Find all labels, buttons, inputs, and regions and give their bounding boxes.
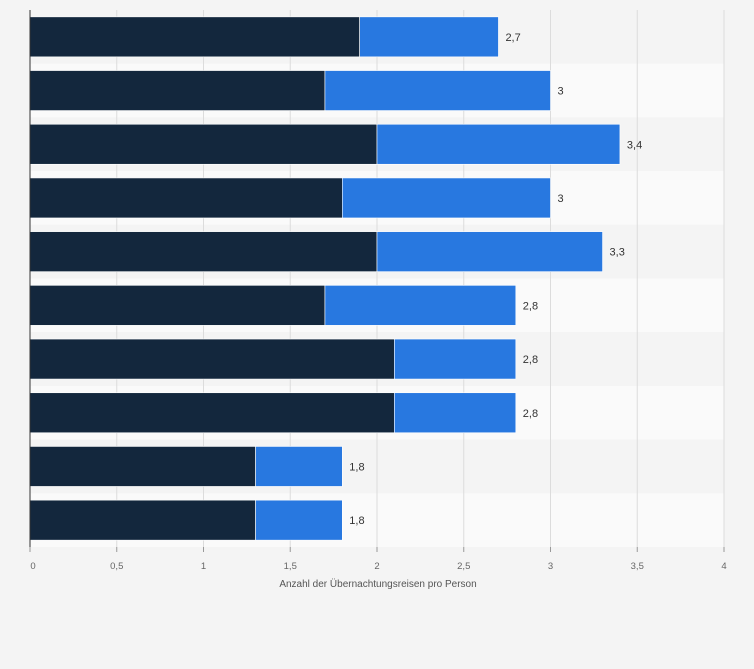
bar-total-label: 3,4 [627,139,642,151]
bar-segment-blue [376,123,621,165]
bar-segment-dark [29,285,326,326]
bar-segment-dark [29,123,378,165]
bar-segment-dark [29,499,256,541]
bar-segment-blue [324,285,517,326]
bar-total-labels: 2,7 3 3,4 3 3,3 2,8 2,8 2,8 1,8 1,8 [349,32,642,527]
x-tick-label: 1 [201,561,206,572]
bar-segment-blue [394,338,517,380]
bar-segment-dark [29,70,326,111]
x-tick-label: 2,5 [457,561,470,572]
bar-segment-dark [29,446,256,487]
bar-segment-dark [29,338,395,380]
bar-total-label: 2,8 [523,408,538,420]
bar-total-label: 2,8 [523,354,538,366]
bar-segment-dark [29,231,378,272]
bar-segment-blue [324,70,551,111]
x-tick-label: 2 [374,561,379,572]
bar-total-label: 2,8 [523,300,538,312]
bar-total-label: 3 [558,86,564,98]
bar-segment-dark [29,392,395,434]
bar-total-label: 1,8 [349,461,364,473]
x-tick-label: 3,5 [631,561,644,572]
x-tick-label: 4 [721,561,726,572]
x-tick-label: 1,5 [284,561,297,572]
bar-segment-blue [376,231,603,272]
bar-segment-blue [341,177,551,219]
bar-total-label: 3,3 [610,247,625,259]
bar-total-label: 1,8 [349,515,364,527]
bar-segment-dark [29,177,343,219]
bar-total-label: 3 [558,193,564,205]
x-axis: 0 0,5 1 1,5 2 2,5 3 3,5 4 [29,10,727,572]
bar-segment-blue [255,499,343,541]
bar-total-label: 2,7 [505,32,520,44]
bar-segment-blue [255,446,343,487]
bars [29,16,621,541]
bar-segment-dark [29,16,360,58]
x-tick-label: 0 [30,561,35,572]
x-tick-label: 0,5 [110,561,123,572]
x-axis-title: Anzahl der Übernachtungsreisen pro Perso… [279,578,476,590]
bar-segment-blue [394,392,517,434]
bar-segment-blue [359,16,499,58]
x-tick-label: 3 [548,561,553,572]
